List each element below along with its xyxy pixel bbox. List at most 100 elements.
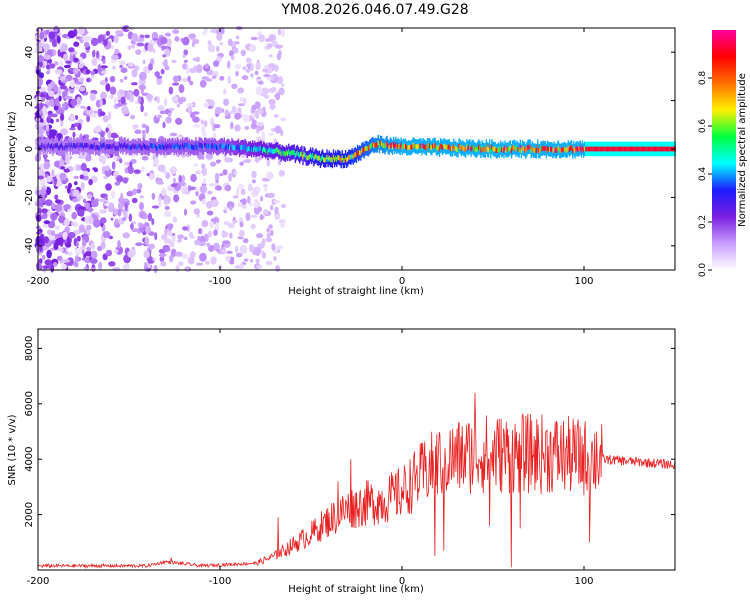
spectrogram-cell	[64, 95, 73, 100]
spectrogram-cell	[86, 115, 90, 123]
ridge-core	[59, 144, 62, 149]
spectrogram-cell	[153, 158, 159, 166]
spectrogram-cell	[78, 209, 85, 217]
spectrogram-cell	[69, 115, 76, 122]
spectrogram-cell	[261, 252, 267, 259]
ridge-core	[248, 146, 251, 152]
spectrogram-cell	[46, 175, 53, 183]
spectrogram-cell	[43, 220, 50, 225]
ridge-core	[70, 142, 73, 148]
ridge-core	[415, 144, 418, 149]
spectrogram-cell	[159, 110, 166, 115]
spectrogram-cell	[164, 205, 170, 211]
spectrogram-cell	[178, 84, 185, 94]
y-tick: 2000	[24, 502, 675, 527]
ridge-core	[193, 145, 195, 151]
spectrogram-cell	[277, 28, 281, 36]
ridge-core	[90, 143, 92, 149]
ridge-core	[411, 144, 413, 149]
ridge-core	[510, 148, 513, 153]
spectrogram-cell	[204, 27, 208, 34]
spectrogram-cell	[168, 107, 175, 112]
ridge-core	[131, 143, 134, 149]
ridge-core	[494, 146, 496, 152]
spectrogram-cell	[280, 28, 286, 37]
ridge-core	[376, 142, 378, 148]
ridge-core	[50, 144, 52, 150]
spectrogram-cell	[84, 250, 93, 257]
spectrogram-cell	[199, 252, 207, 262]
spectrogram-cell	[189, 80, 194, 86]
ridge-core	[352, 154, 354, 160]
spectrogram-cell	[219, 75, 225, 81]
spectrogram-cell	[60, 85, 67, 90]
y-tick-label: 40	[24, 46, 35, 59]
ridge-core	[74, 143, 76, 148]
ridge-core	[569, 146, 572, 151]
spectrogram-cell	[119, 64, 123, 68]
spectrogram-cell	[51, 38, 57, 47]
ridge-core	[511, 145, 514, 151]
ridge-core	[76, 142, 78, 148]
ridge-core	[508, 146, 511, 151]
ridge-core	[664, 146, 667, 152]
spectrogram-cell	[74, 181, 78, 186]
spectrogram-cell	[119, 90, 126, 95]
spectrogram-cell	[164, 32, 172, 37]
spectrogram-cell	[250, 259, 254, 263]
ridge-core	[102, 142, 104, 148]
ridge-core	[504, 145, 506, 151]
spectrogram-cell	[154, 232, 158, 241]
spectrogram-cell	[273, 256, 277, 261]
ridge-core	[99, 145, 101, 151]
spectrogram-cell	[254, 70, 259, 76]
spectrogram-cell	[52, 262, 58, 267]
spectrogram-cell	[70, 79, 75, 89]
ridge-core	[303, 151, 305, 157]
spectrogram-cell	[65, 242, 72, 248]
ridge-core	[588, 146, 590, 152]
ridge-core	[135, 143, 137, 149]
spectrogram-cell	[227, 75, 232, 85]
ridge-core	[388, 144, 390, 150]
ridge-core	[601, 146, 603, 152]
spectrogram-cell	[38, 72, 44, 79]
ridge-core	[496, 148, 498, 153]
spectrogram-cell	[126, 93, 130, 101]
spectrogram-cell	[110, 190, 116, 200]
ridge-core	[347, 156, 349, 162]
spectrogram-cell	[100, 65, 108, 69]
ridge-core	[194, 145, 196, 150]
ridge-core	[333, 157, 336, 163]
ridge-core	[373, 143, 375, 149]
ridge-core	[527, 145, 529, 150]
ridge-core	[175, 144, 177, 150]
spectrogram-cell	[37, 55, 44, 63]
ridge-core	[183, 145, 185, 150]
ridge-core	[475, 147, 478, 153]
ridge-core	[231, 143, 233, 149]
ridge-core	[225, 144, 228, 150]
spectrogram-cell	[201, 198, 206, 205]
spectrogram-cell	[167, 223, 174, 230]
spectrogram-cell	[240, 188, 246, 196]
spectrogram-cell	[142, 59, 146, 65]
ridge-core	[474, 147, 477, 152]
ridge-core	[409, 145, 411, 151]
spectrogram-cell	[218, 186, 222, 191]
spectrogram-cell	[79, 86, 86, 92]
spectrogram-cell	[173, 194, 180, 203]
spectrogram-cell	[110, 217, 114, 221]
ridge-core	[294, 153, 296, 158]
ridge-core	[335, 155, 337, 161]
spectrogram-cell	[186, 224, 191, 233]
spectrogram-cell	[232, 195, 239, 199]
ridge-core	[221, 143, 223, 149]
spectrogram-cell	[236, 35, 240, 40]
ridge-core	[626, 146, 628, 152]
spectrogram-cell	[280, 117, 287, 122]
ridge-core	[325, 157, 327, 163]
ridge-core	[276, 147, 278, 153]
spectrogram-cell	[201, 167, 207, 176]
ridge-core	[149, 143, 151, 149]
